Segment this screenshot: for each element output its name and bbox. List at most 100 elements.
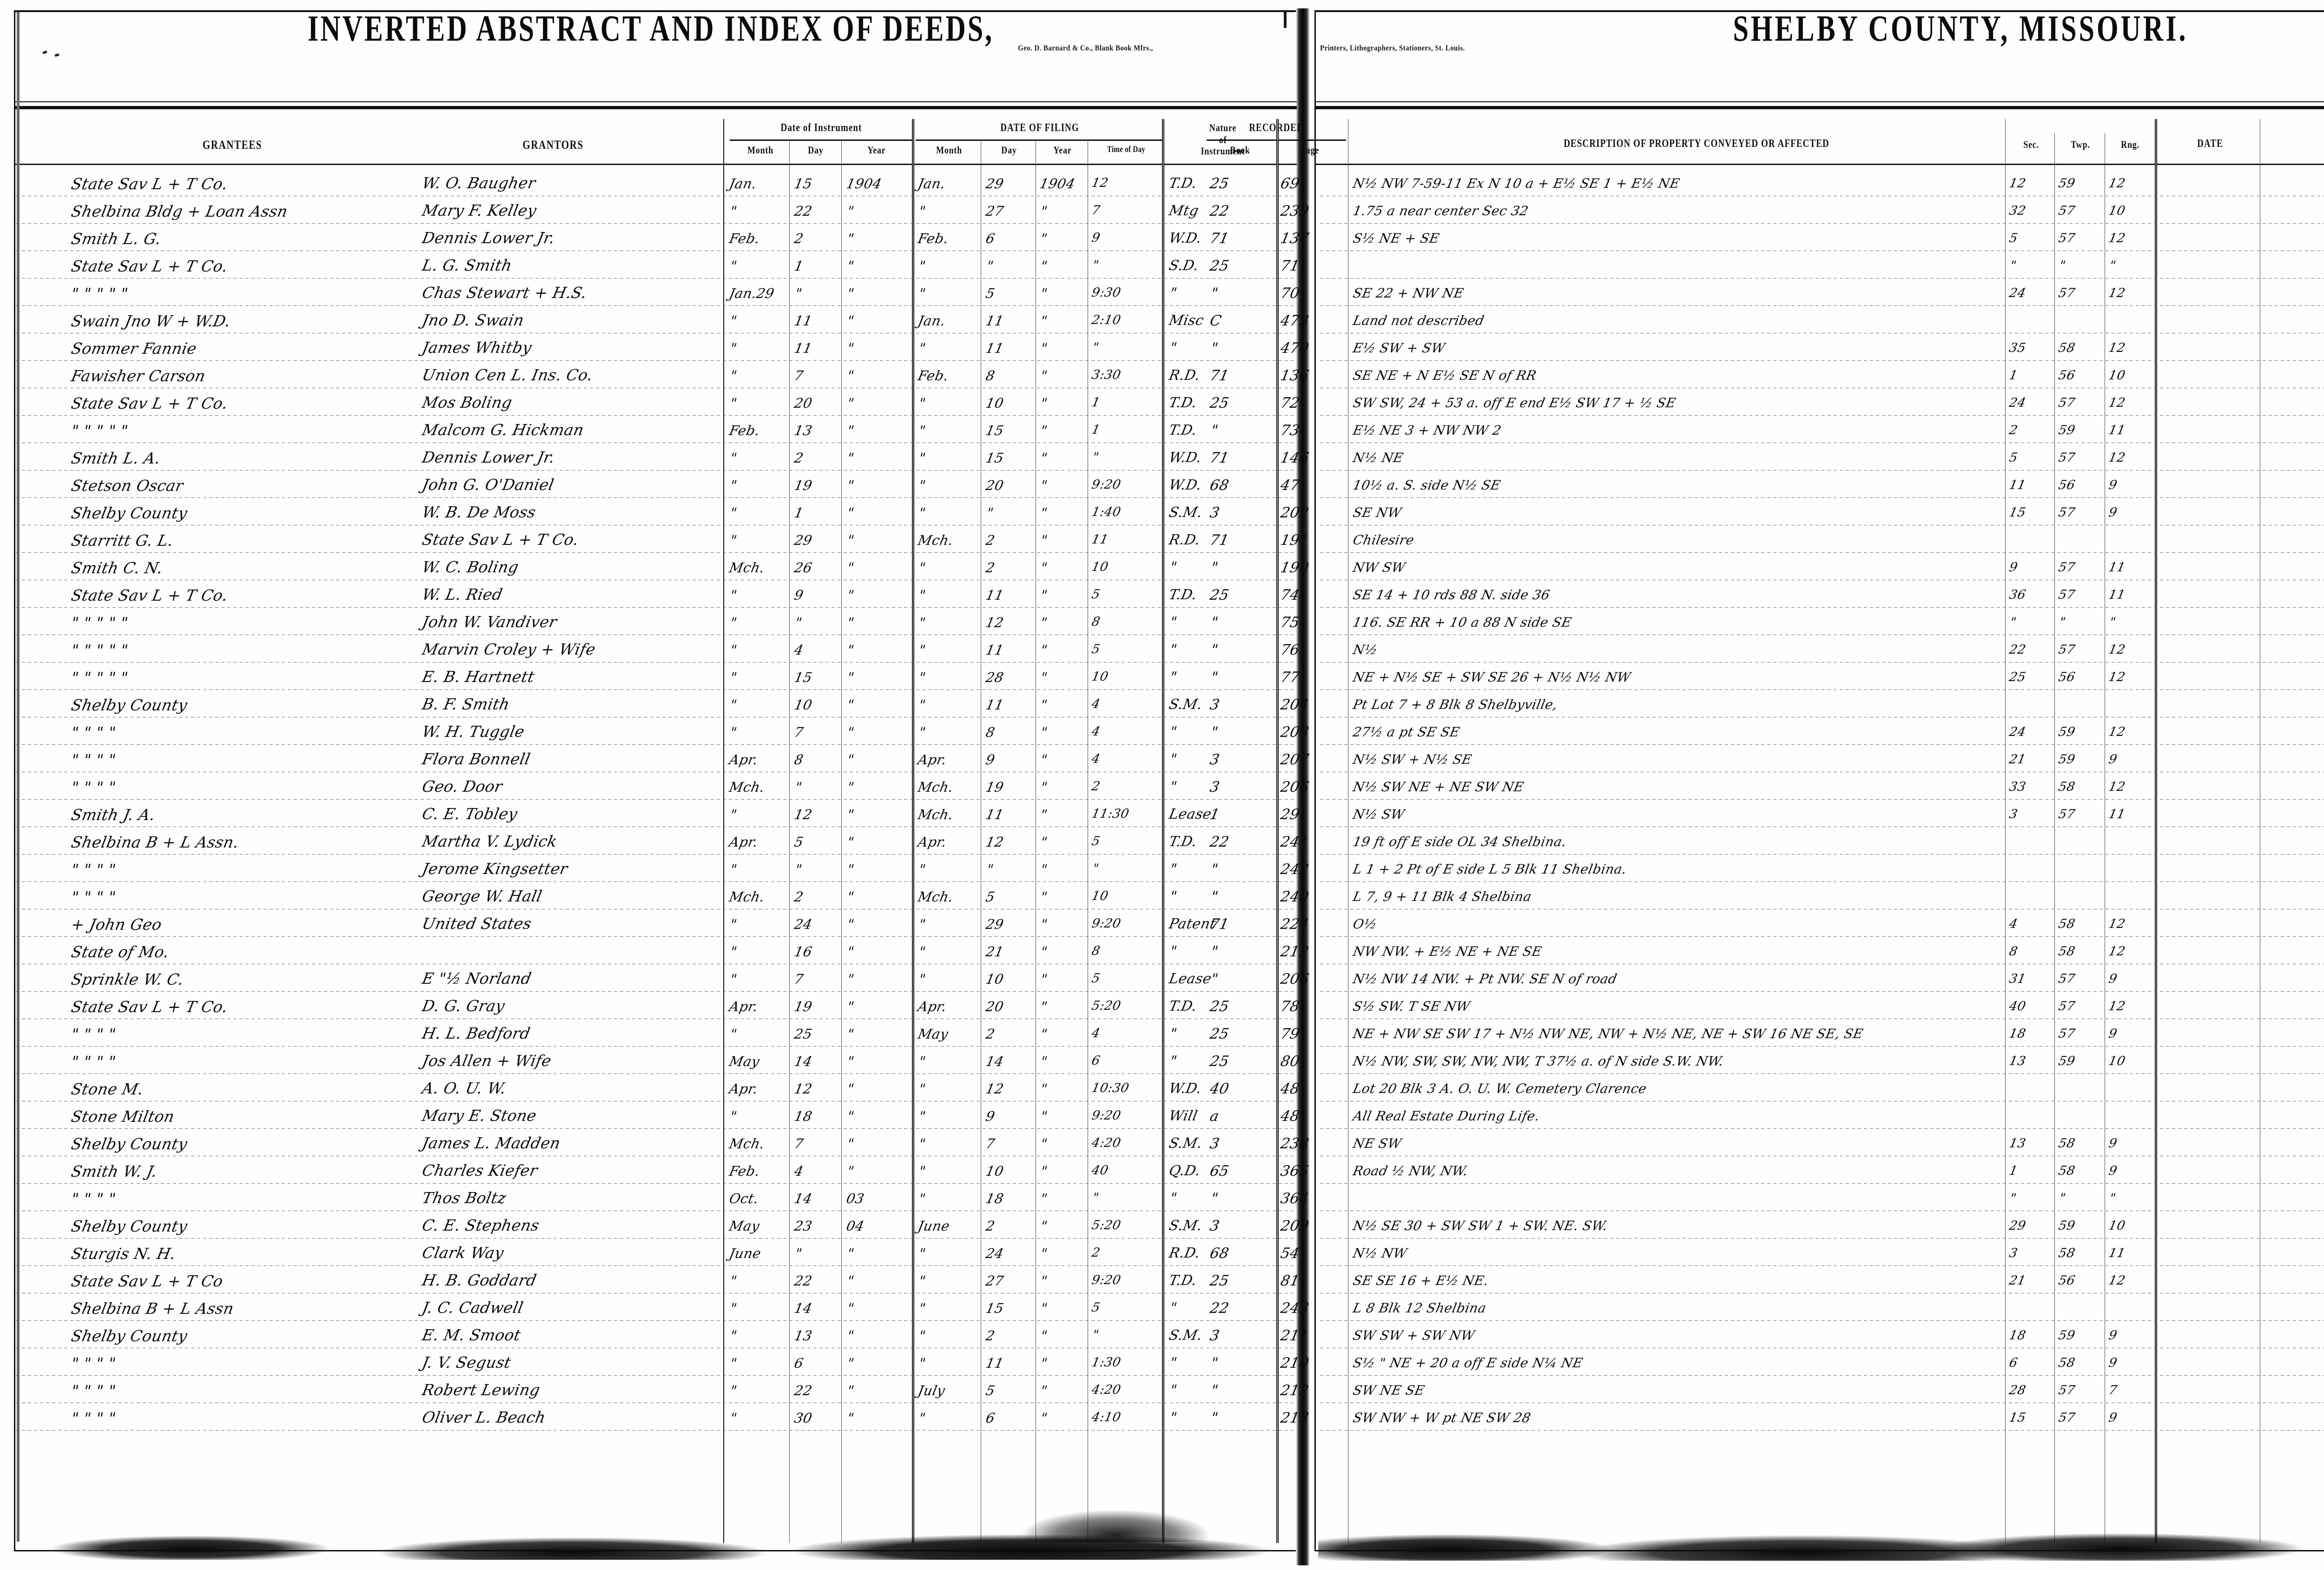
row-rule bbox=[16, 1320, 1295, 1321]
cell-recorded-book: 25 bbox=[1208, 258, 1231, 274]
cell-grantee: Shelbina Bldg + Loan Assn bbox=[70, 202, 290, 220]
cell-description: 1.75 a near center Sec 32 bbox=[1352, 203, 1530, 219]
cell-instrument-day: 14 bbox=[793, 1300, 814, 1316]
column-header-twp: Twp. bbox=[2071, 139, 2090, 150]
cell-filing-day: 24 bbox=[984, 1245, 1005, 1261]
cell-description: Road ½ NW, NW. bbox=[1352, 1163, 1469, 1179]
cell-filing-day: 10 bbox=[984, 971, 1005, 987]
cell-rng: 10 bbox=[2107, 204, 2127, 218]
cell-nature-of-instrument: S.D. bbox=[1168, 258, 1200, 274]
cell-description: S½ " NE + 20 a off E side N¼ NE bbox=[1352, 1355, 1585, 1371]
cell-recorded-page: 29 bbox=[1279, 806, 1301, 823]
cell-instrument-day: 14 bbox=[793, 1191, 814, 1206]
cell-grantee: " " " " " bbox=[70, 641, 130, 659]
cell-instrument-day: 19 bbox=[793, 999, 814, 1014]
printer-imprint-right: Printers, Lithographers, Stationers, St.… bbox=[1320, 44, 1465, 53]
cell-description: Land not described bbox=[1352, 313, 1486, 328]
cell-grantee: " " " " " bbox=[70, 285, 130, 303]
cell-instrument-day: 11 bbox=[793, 340, 814, 356]
cell-description: SE NW bbox=[1352, 505, 1403, 520]
cell-filing-time: 3:30 bbox=[1090, 368, 1122, 382]
cell-recorded-page: 206 bbox=[1279, 971, 1311, 987]
cell-description: SW NW + W pt NE SW 28 bbox=[1352, 1410, 1532, 1425]
cell-grantee: " " " " bbox=[70, 1190, 118, 1208]
row-rule bbox=[16, 415, 1295, 416]
cell-rng: 12 bbox=[2107, 944, 2127, 959]
cell-grantee: State Sav L + T Co. bbox=[70, 394, 230, 412]
cell-recorded-page: 239 bbox=[1279, 203, 1311, 219]
cell-grantee: " " " " bbox=[70, 1025, 118, 1043]
vrule-before-recorded-book bbox=[1276, 119, 1279, 1543]
cell-description: N½ SW bbox=[1352, 807, 1406, 822]
cell-twp: 58 bbox=[2057, 341, 2077, 355]
column-header-sec: Sec. bbox=[2023, 139, 2039, 150]
cell-instrument-month: Mch. bbox=[728, 779, 766, 795]
cell-sec: 21 bbox=[2008, 752, 2027, 767]
date-instrument-underline bbox=[730, 139, 912, 141]
cell-filing-day: 18 bbox=[984, 1191, 1005, 1206]
cell-twp: 57 bbox=[2057, 396, 2077, 410]
row-rule bbox=[16, 1073, 1295, 1074]
cell-recorded-page: 470 bbox=[1279, 340, 1311, 357]
cell-sec: 36 bbox=[2008, 588, 2027, 602]
cell-twp: 59 bbox=[2057, 1328, 2077, 1343]
scan-damage-right bbox=[1318, 1521, 2324, 1561]
column-header-time-of-day: Time of Day bbox=[1107, 145, 1146, 154]
cell-nature-of-instrument: Will bbox=[1168, 1108, 1199, 1124]
cell-grantee: Shelbina B + L Assn bbox=[70, 1299, 236, 1318]
cell-description: SW SW + SW NW bbox=[1352, 1328, 1476, 1343]
cell-recorded-book: 71 bbox=[1208, 450, 1231, 466]
cell-recorded-page: 212 bbox=[1279, 943, 1311, 960]
cell-sec: 22 bbox=[2008, 643, 2027, 657]
column-header-recorded: RECORDED bbox=[1193, 122, 1360, 135]
cell-grantor: Malcom G. Hickman bbox=[421, 421, 586, 439]
column-header-date-sent: DATE bbox=[2197, 138, 2223, 150]
cell-recorded-page: 77 bbox=[1279, 669, 1301, 686]
cell-filing-time: 9:20 bbox=[1090, 1273, 1122, 1287]
column-header-description: DESCRIPTION OF PROPERTY CONVEYED OR AFFE… bbox=[1564, 138, 1829, 150]
cell-instrument-month: Feb. bbox=[728, 423, 761, 438]
cell-recorded-book: 25 bbox=[1208, 1026, 1231, 1042]
cell-filing-day: 27 bbox=[984, 203, 1005, 219]
cell-filing-month: Jan. bbox=[917, 313, 947, 329]
cell-description: Pt Lot 7 + 8 Blk 8 Shelbyville, bbox=[1352, 697, 1559, 712]
row-rule bbox=[16, 305, 1295, 306]
cell-grantee: Shelby County bbox=[70, 696, 189, 714]
cell-grantor: A. O. U. W. bbox=[421, 1079, 508, 1097]
cell-filing-day: 27 bbox=[984, 1273, 1005, 1289]
cell-recorded-page: 212 bbox=[1279, 1382, 1311, 1399]
cell-grantor: E "½ Norland bbox=[421, 969, 533, 987]
cell-twp: 57 bbox=[2057, 1411, 2077, 1425]
cell-filing-month: Apr. bbox=[917, 834, 948, 850]
row-rule bbox=[1320, 936, 2324, 937]
cell-filing-day: 10 bbox=[984, 395, 1005, 411]
cell-filing-month: Apr. bbox=[917, 999, 948, 1014]
cell-grantor: C. E. Tobley bbox=[421, 805, 519, 823]
cell-grantor: C. E. Stephens bbox=[421, 1216, 541, 1234]
row-rule bbox=[16, 799, 1295, 800]
cell-recorded-page: 70 bbox=[1279, 285, 1301, 302]
cell-grantor: Robert Lewing bbox=[421, 1381, 542, 1399]
cell-grantee: State Sav L + T Co. bbox=[70, 586, 230, 604]
cell-filing-day: 15 bbox=[984, 1300, 1005, 1316]
right-page-title: SHELBY COUNTY, MISSOURI. bbox=[1733, 8, 2188, 49]
cell-twp: 56 bbox=[2057, 1273, 2077, 1288]
column-header-filing-day: Day bbox=[1001, 144, 1017, 156]
cell-nature-of-instrument: Mtg bbox=[1168, 203, 1200, 219]
cell-description: NE + NW SE SW 17 + N½ NW NE, NW + N½ NE,… bbox=[1352, 1026, 1865, 1041]
cell-grantor: H. L. Bedford bbox=[421, 1024, 532, 1042]
cell-recorded-page: 207 bbox=[1279, 751, 1311, 768]
cell-grantor: James L. Madden bbox=[421, 1134, 562, 1152]
cell-twp: 59 bbox=[2057, 423, 2077, 437]
cell-rng: 12 bbox=[2107, 1273, 2127, 1288]
cell-filing-day: 11 bbox=[984, 313, 1005, 329]
cell-instrument-day: 22 bbox=[793, 203, 814, 219]
cell-filing-month: Feb. bbox=[917, 368, 950, 384]
row-rule bbox=[16, 497, 1295, 498]
cell-grantor: Dennis Lower Jr. bbox=[421, 448, 557, 466]
cell-filing-month: Mch. bbox=[917, 889, 955, 905]
cell-description: N½ SE 30 + SW SW 1 + SW. NE. SW. bbox=[1352, 1218, 1609, 1233]
cell-recorded-page: 136 bbox=[1279, 367, 1311, 384]
column-header-to-whom-sent: TO WHOM SENT bbox=[2305, 138, 2324, 151]
cell-description: NW NW. + E½ NE + NE SE bbox=[1352, 944, 1544, 959]
